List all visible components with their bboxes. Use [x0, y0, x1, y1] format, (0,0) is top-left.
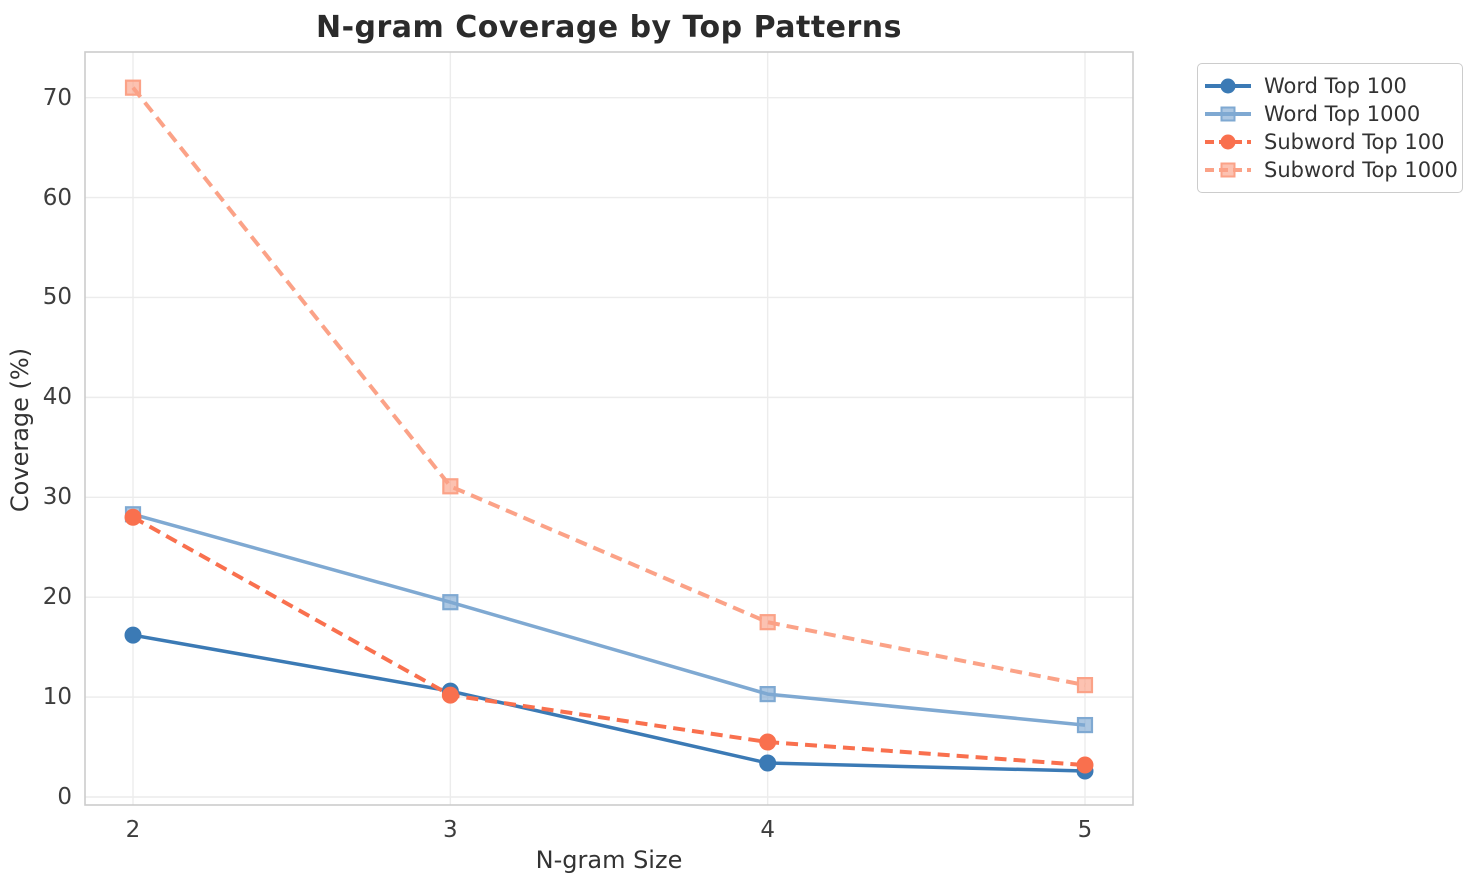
legend-item-subword-top-100: Subword Top 100 [1204, 128, 1452, 156]
y-tick-label-30: 30 [42, 484, 72, 511]
marker-square-subword-top-1000-x4 [759, 614, 776, 631]
y-tick-label-50: 50 [42, 284, 72, 311]
marker-square-word-top-1000-x5 [1076, 716, 1094, 734]
marker-circle-subword-top-100-x2 [124, 508, 142, 526]
y-tick-label-20: 20 [42, 584, 72, 611]
legend-item-word-top-100: Word Top 100 [1204, 72, 1452, 100]
legend-sample-solid-square-icon [1205, 106, 1251, 122]
marker-square-subword-top-1000-x2 [124, 79, 142, 96]
x-tick-label-3: 3 [443, 817, 458, 843]
marker-circle-subword-top-100-x3 [441, 686, 459, 704]
series-line-word-top-100 [132, 633, 1086, 773]
legend-sample-solid-circle-icon [1205, 78, 1251, 94]
marker-circle-word-top-100-x4 [759, 754, 777, 772]
marker-circle-subword-top-100-x4 [759, 733, 777, 751]
y-tick-label-40: 40 [42, 384, 72, 411]
marker-circle-word-top-100-x2 [124, 626, 142, 644]
y-tick-label-10: 10 [42, 684, 72, 711]
x-tick-label-5: 5 [1077, 817, 1093, 843]
marker-square-subword-top-1000-x5 [1076, 677, 1094, 694]
y-tick-label-60: 60 [42, 184, 72, 211]
series-line-word-top-1000 [132, 512, 1086, 727]
marker-circle-subword-top-100-x5 [1076, 756, 1094, 774]
legend-label: Subword Top 1000 [1264, 158, 1458, 182]
legend-sample-dashed-circle-icon [1205, 134, 1251, 150]
x-axis-label: N-gram Size [535, 846, 683, 874]
y-tick-label-0: 0 [57, 784, 72, 810]
legend-item-subword-top-1000: Subword Top 1000 [1204, 156, 1458, 184]
legend-label: Subword Top 100 [1264, 130, 1445, 154]
legend: Word Top 100 Word Top 1000 Subword Top 100… [1197, 63, 1463, 193]
x-tick-label-4: 4 [760, 817, 775, 843]
marker-square-subword-top-1000-x3 [442, 478, 459, 495]
marker-square-word-top-1000-x3 [442, 594, 459, 611]
legend-label: Word Top 100 [1264, 74, 1407, 98]
legend-item-word-top-1000: Word Top 1000 [1204, 100, 1452, 128]
series-line-subword-top-100 [132, 515, 1086, 768]
plot-background [85, 52, 1133, 805]
legend-sample-dashed-square-icon [1205, 162, 1251, 178]
legend-label: Word Top 1000 [1264, 102, 1421, 126]
marker-square-word-top-1000-x4 [759, 686, 776, 703]
y-tick-label-70: 70 [42, 84, 72, 111]
series-line-subword-top-1000 [131, 86, 1086, 688]
plot-border [84, 51, 1134, 806]
chart-title: N-gram Coverage by Top Patterns [315, 10, 903, 45]
x-tick-label-2: 2 [125, 817, 141, 843]
